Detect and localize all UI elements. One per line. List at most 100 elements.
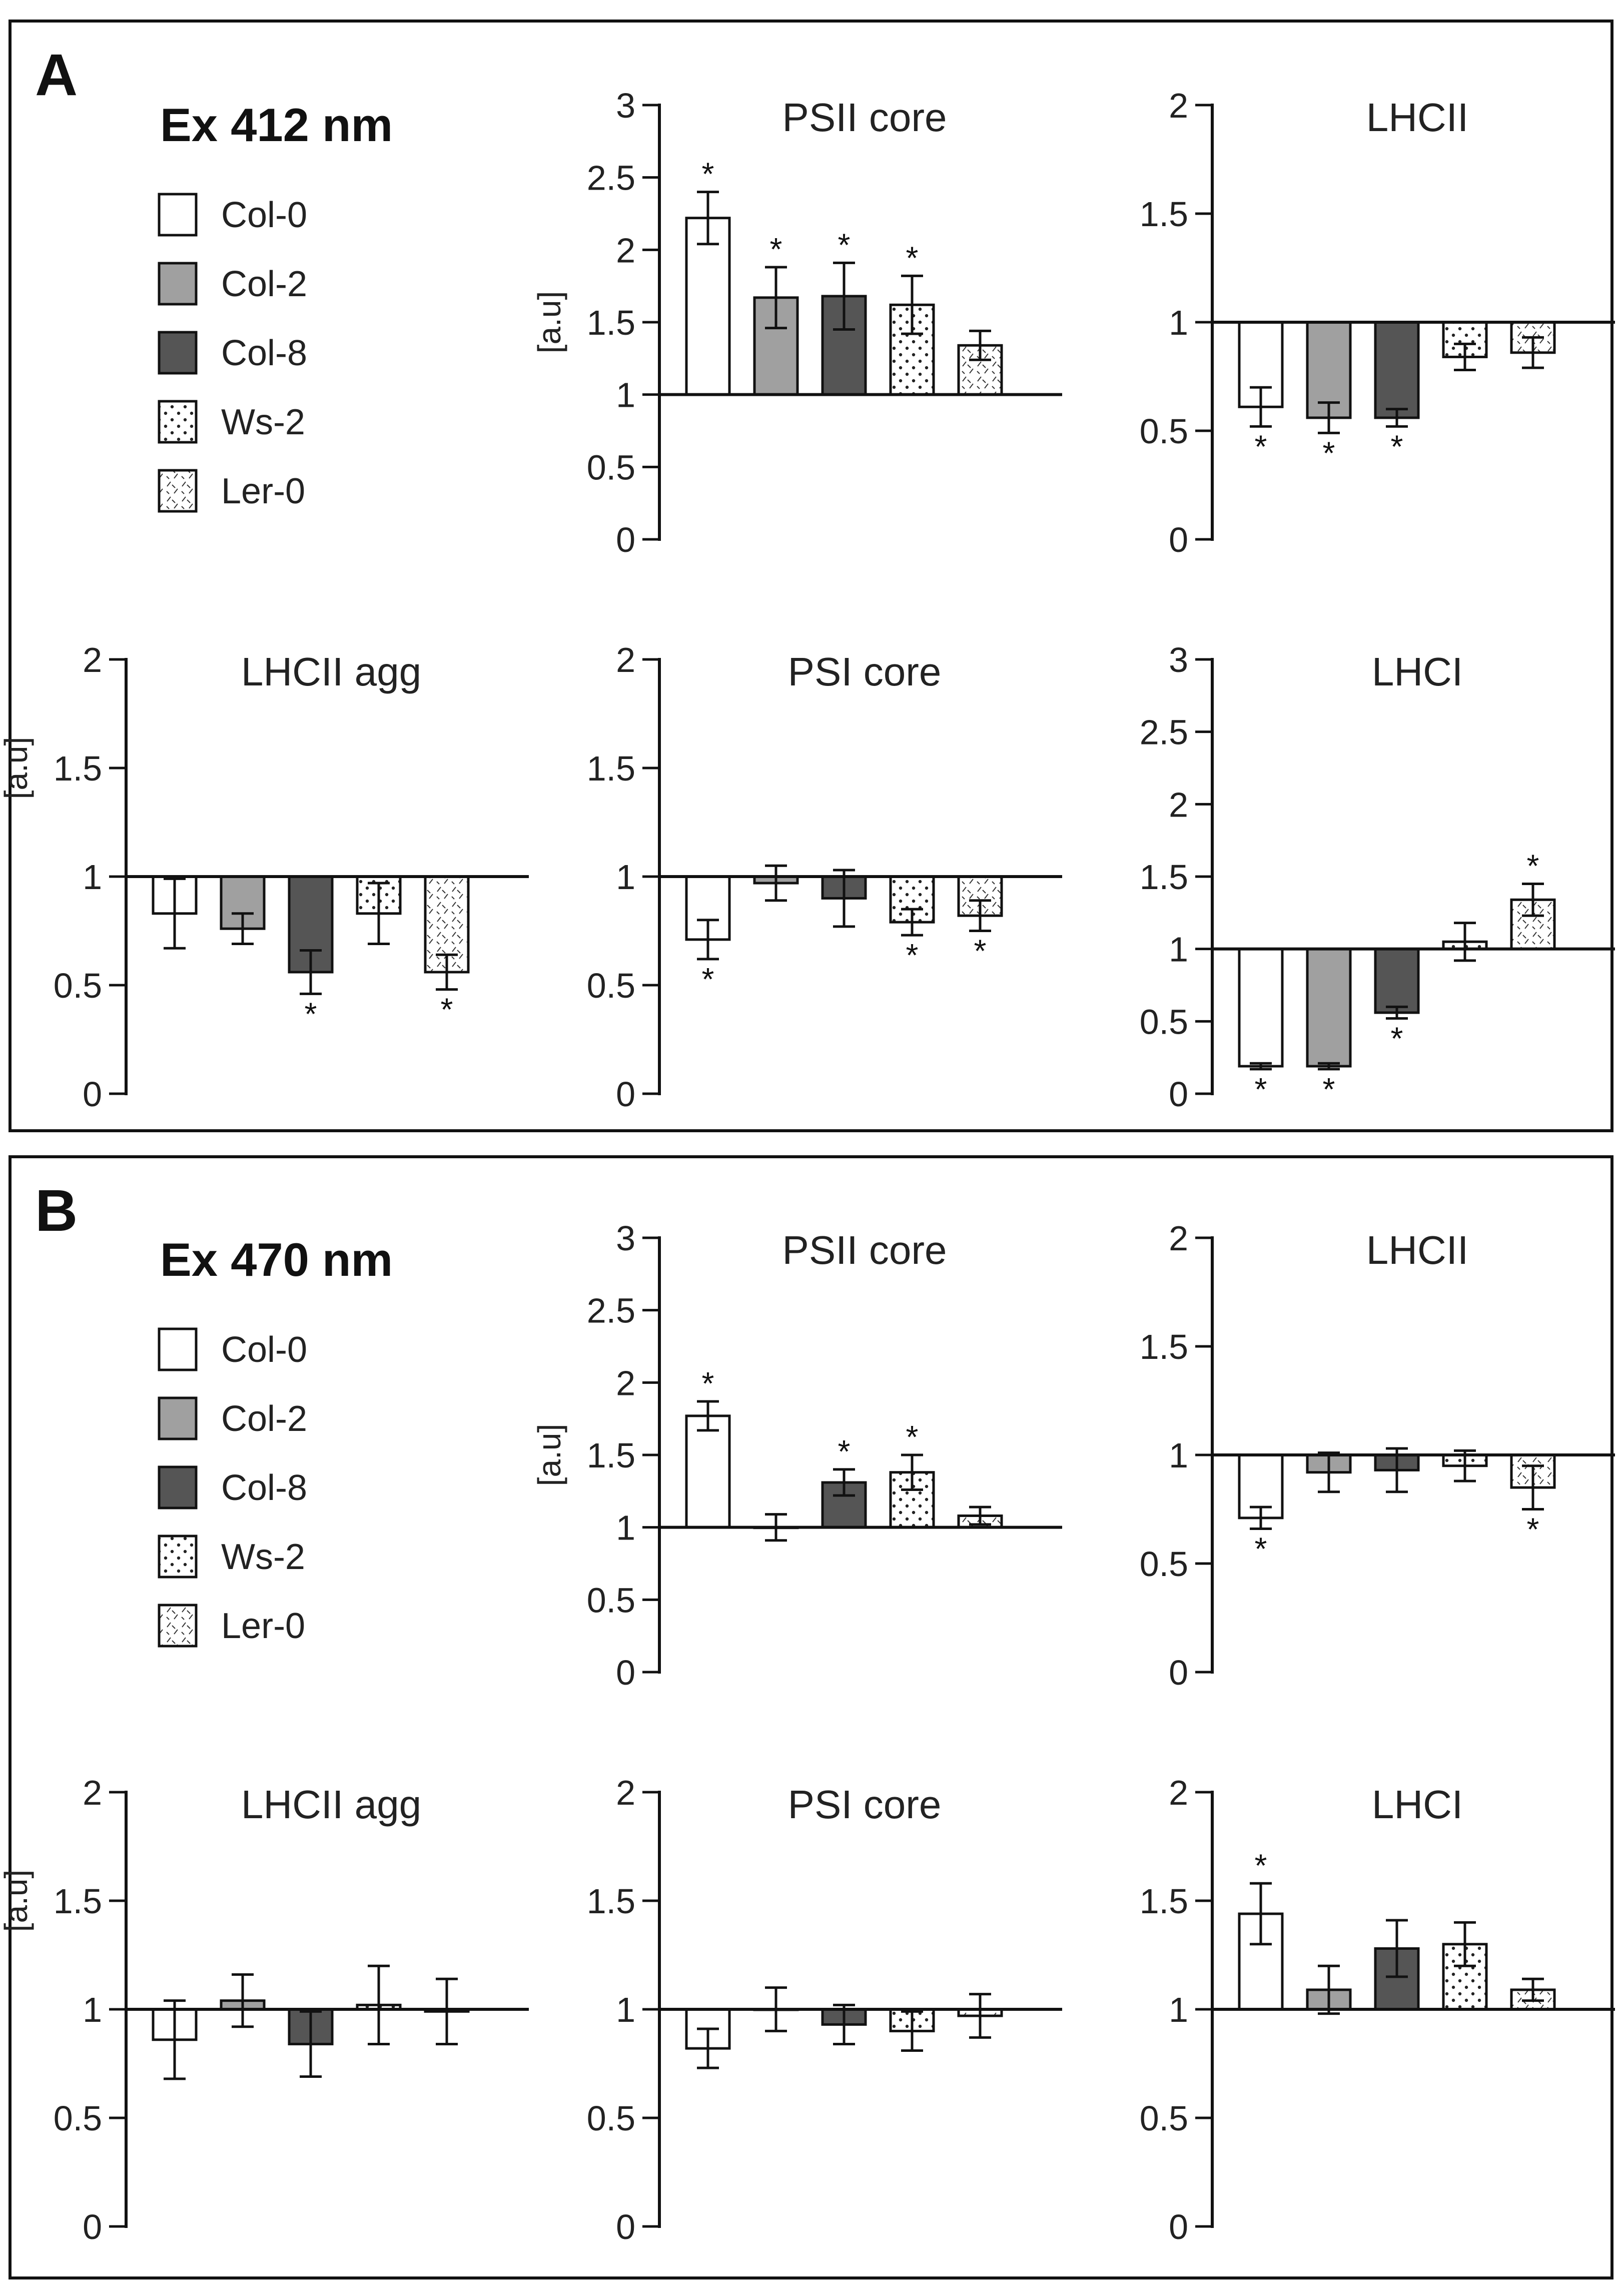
significance-asterisk: * (906, 1419, 919, 1455)
y-axis-label: [a.u] (531, 291, 567, 354)
y-tick-label: 1 (83, 858, 102, 897)
y-tick-label: 0 (1169, 2207, 1188, 2246)
significance-asterisk: * (1391, 428, 1403, 464)
significance-asterisk: * (441, 992, 453, 1028)
legend-label-col-8: Col-8 (221, 1468, 307, 1508)
panel-a-frame (9, 20, 1613, 1132)
y-tick-label: 0.5 (1140, 1002, 1188, 1041)
legend-swatch-col-8 (158, 1465, 198, 1509)
panel-b-frame (9, 1155, 1613, 2279)
y-axis-label: [a.u] (531, 1424, 567, 1486)
y-tick-label: 1.5 (1140, 1882, 1188, 1921)
legend-item-ler-0: Ler-0 (158, 1604, 305, 1648)
subplot-title: LHCII agg (241, 649, 421, 694)
legend-swatch-col-2 (158, 262, 198, 306)
significance-asterisk: * (1255, 1071, 1267, 1107)
y-tick-label: 2 (616, 231, 635, 270)
y-tick-label: 2 (83, 1773, 102, 1812)
y-tick-label: 1.5 (587, 1882, 635, 1921)
y-tick-label: 0.5 (587, 1581, 635, 1620)
subplot-b-lhcii: 0 0.5 1 1.5 2 LHCII * * (1140, 1219, 1615, 1692)
y-tick-label: 0 (616, 2207, 635, 2246)
legend-item-col-2: Col-2 (158, 262, 307, 306)
subplot-title: LHCI (1372, 1782, 1463, 1827)
subplot-title: LHCI (1372, 649, 1463, 694)
subplot-title: PSI core (788, 1782, 942, 1827)
subplot-title: PSII core (782, 95, 947, 140)
significance-asterisk: * (702, 156, 714, 192)
legend-label-col-2: Col-2 (221, 1399, 307, 1439)
legend-item-ws-2: Ws-2 (158, 1535, 305, 1579)
legend-label-ws-2: Ws-2 (221, 402, 305, 442)
legend-item-col-2: Col-2 (158, 1396, 307, 1440)
y-tick-label: 2 (1169, 1219, 1188, 1258)
significance-asterisk: * (305, 996, 317, 1032)
y-tick-label: 2.5 (1140, 713, 1188, 752)
significance-asterisk: * (906, 937, 919, 973)
y-tick-label: 0.5 (54, 966, 102, 1005)
legend-swatch-col-8 (158, 331, 198, 375)
y-tick-label: 1.5 (587, 1436, 635, 1475)
y-tick-label: 0.5 (587, 2099, 635, 2138)
y-tick-label: 1 (1169, 303, 1188, 342)
legend-label-col-8: Col-8 (221, 333, 307, 373)
legend-label-col-2: Col-2 (221, 264, 307, 304)
subplot-title: LHCII (1366, 95, 1469, 140)
y-tick-label: 0.5 (54, 2099, 102, 2138)
panel-b-letter: B (35, 1178, 78, 1244)
subplot-a-psi-core: 0 0.5 1 1.5 2 PSI core * * * (587, 640, 1062, 1114)
y-tick-label: 1 (1169, 1990, 1188, 2029)
y-tick-label: 0.5 (587, 966, 635, 1005)
panel-b-excitation: Ex 470 nm (160, 1233, 393, 1286)
y-tick-label: 2 (1169, 86, 1188, 125)
legend-item-col-8: Col-8 (158, 1465, 307, 1509)
significance-asterisk: * (974, 933, 987, 969)
legend-swatch-ws-2 (158, 1535, 198, 1579)
significance-asterisk: * (1527, 1511, 1539, 1548)
legend-item-col-0: Col-0 (158, 193, 307, 237)
legend-label-ler-0: Ler-0 (221, 471, 305, 511)
y-tick-label: 1 (616, 1990, 635, 2029)
y-axis-label: [a.u] (0, 1870, 34, 1932)
y-tick-label: 2 (616, 1363, 635, 1402)
y-tick-label: 2 (83, 640, 102, 679)
legend-item-ws-2: Ws-2 (158, 400, 305, 444)
significance-asterisk: * (1391, 1021, 1403, 1057)
bar-col-8 (1374, 321, 1420, 419)
subplot-title: LHCII (1366, 1228, 1469, 1272)
y-tick-label: 2.5 (587, 1291, 635, 1330)
y-tick-label: 1.5 (587, 303, 635, 342)
y-tick-label: 1.5 (1140, 858, 1188, 897)
bar-col-8 (1374, 948, 1420, 1014)
y-tick-label: 1.5 (587, 749, 635, 788)
subplot-a-lhcii: 0 0.5 1 1.5 2 LHCII * * * (1140, 86, 1615, 559)
subplot-b-psi-core: 0 0.5 1 1.5 2 PSI core (587, 1773, 1062, 2246)
subplot-title: PSI core (788, 649, 942, 694)
y-tick-label: 0.5 (587, 448, 635, 487)
legend-item-col-8: Col-8 (158, 331, 307, 375)
legend-label-ler-0: Ler-0 (221, 1606, 305, 1646)
significance-asterisk: * (1323, 435, 1335, 471)
y-tick-label: 3 (616, 1219, 635, 1258)
legend-label-ws-2: Ws-2 (221, 1537, 305, 1577)
y-tick-label: 0 (616, 1653, 635, 1692)
subplots: 0 0.5 1 1.5 2 2.5 3 [a.u] PSII core * * * * 0 0.5 1 1.5 2… (0, 86, 1615, 2246)
legend-label-col-0: Col-0 (221, 1330, 307, 1370)
y-tick-label: 0 (83, 1075, 102, 1114)
y-tick-label: 1.5 (54, 1882, 102, 1921)
y-tick-label: 1 (616, 858, 635, 897)
subplot-b-psii-core: 0 0.5 1 1.5 2 2.5 3 [a.u] PSII core * * * (531, 1219, 1062, 1692)
subplot-b-lhcii-agg: 0 0.5 1 1.5 2 [a.u] LHCII agg (0, 1773, 529, 2246)
panel-a-letter: A (35, 42, 78, 108)
y-tick-label: 0.5 (1140, 412, 1188, 451)
y-tick-label: 0 (1169, 1653, 1188, 1692)
y-tick-label: 0 (1169, 1075, 1188, 1114)
y-tick-label: 1.5 (1140, 195, 1188, 234)
y-tick-label: 2 (1169, 785, 1188, 824)
y-tick-label: 0 (1169, 520, 1188, 559)
y-tick-label: 1 (616, 1508, 635, 1548)
subplot-a-lhci: 0 0.5 1 1.5 2 2.5 3 LHCI * * * * (1140, 640, 1615, 1114)
subplot-title: LHCII agg (241, 1782, 421, 1827)
significance-asterisk: * (1255, 1847, 1267, 1883)
y-tick-label: 1.5 (54, 749, 102, 788)
